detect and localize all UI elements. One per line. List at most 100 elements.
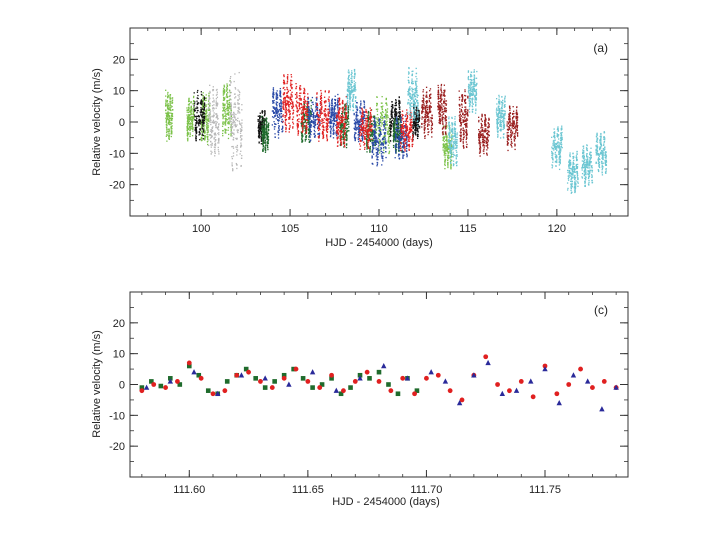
data-point <box>383 149 385 151</box>
data-point <box>292 112 295 114</box>
data-point <box>206 115 208 117</box>
data-point <box>345 134 347 136</box>
data-point <box>284 120 287 122</box>
data-point <box>333 116 335 118</box>
data-point <box>209 134 212 136</box>
data-point <box>234 96 237 98</box>
data-point <box>171 97 174 99</box>
data-point <box>342 142 345 145</box>
data-point <box>282 81 285 84</box>
data-point <box>335 113 337 115</box>
data-point <box>332 114 334 116</box>
data-point <box>225 90 228 92</box>
data-point <box>216 114 218 116</box>
data-point <box>286 77 289 79</box>
data-point <box>305 114 307 116</box>
data-point <box>377 120 379 122</box>
data-point <box>312 101 314 103</box>
data-point <box>405 131 407 134</box>
data-point <box>187 104 190 106</box>
data-point <box>194 119 196 121</box>
data-point <box>273 116 275 119</box>
data-point <box>448 157 450 159</box>
data-point <box>303 118 305 121</box>
data-point <box>312 114 314 116</box>
data-point <box>212 110 214 112</box>
data-point <box>280 120 283 123</box>
data-point <box>237 102 239 104</box>
data-point <box>230 102 232 104</box>
data-point <box>204 120 206 122</box>
data-point <box>272 101 275 104</box>
data-point <box>167 106 169 108</box>
data-point <box>355 126 357 129</box>
data-point <box>186 124 189 126</box>
data-point <box>171 115 174 118</box>
data-point <box>276 115 279 117</box>
data-point <box>346 120 348 122</box>
data-point <box>204 110 206 112</box>
data-point <box>306 119 308 121</box>
data-point <box>385 121 387 123</box>
data-point <box>261 126 263 128</box>
data-point <box>443 138 445 140</box>
data-point <box>199 138 201 141</box>
data-point <box>331 111 333 114</box>
data-point <box>354 122 356 125</box>
data-point <box>299 89 301 91</box>
data-point <box>202 92 204 94</box>
data-point <box>398 149 400 152</box>
data-point <box>307 116 310 118</box>
data-point <box>375 148 378 151</box>
data-point <box>203 106 205 109</box>
data-point <box>389 120 391 122</box>
data-point <box>236 151 238 153</box>
data-point <box>166 128 168 130</box>
data-point <box>267 136 269 139</box>
data-point <box>303 99 306 101</box>
data-point <box>389 130 391 132</box>
data-point <box>266 121 268 123</box>
data-point <box>237 99 239 102</box>
data-point <box>447 165 449 167</box>
data-point <box>416 110 418 112</box>
data-point <box>277 119 279 122</box>
data-point <box>275 92 278 94</box>
data-point <box>195 139 197 142</box>
data-point <box>236 120 239 122</box>
data-point <box>360 103 362 105</box>
data-point <box>239 153 241 155</box>
data-point <box>318 132 321 135</box>
data-point <box>238 111 240 113</box>
data-point <box>359 124 361 126</box>
data-point <box>221 114 224 116</box>
data-point <box>192 126 194 129</box>
data-point <box>289 89 291 92</box>
data-point <box>229 105 231 107</box>
data-point <box>214 144 216 146</box>
data-point <box>170 128 172 130</box>
data-point <box>301 134 304 136</box>
data-point <box>273 121 275 123</box>
data-point <box>203 122 205 125</box>
data-point <box>340 125 342 127</box>
data-point <box>241 135 243 137</box>
data-point <box>281 127 284 129</box>
data-point <box>314 110 317 112</box>
data-point <box>237 103 239 105</box>
data-point <box>309 110 311 113</box>
data-point <box>415 117 417 120</box>
data-point <box>241 109 243 111</box>
data-point <box>290 82 292 84</box>
data-point <box>395 100 397 102</box>
data-point <box>168 122 170 124</box>
data-point <box>285 115 287 117</box>
data-point <box>268 124 270 127</box>
data-point <box>280 92 282 94</box>
data-point <box>406 141 408 143</box>
data-point <box>325 101 327 103</box>
data-point <box>362 121 365 123</box>
data-point <box>385 98 387 101</box>
data-point <box>274 133 276 135</box>
data-point <box>169 108 172 110</box>
